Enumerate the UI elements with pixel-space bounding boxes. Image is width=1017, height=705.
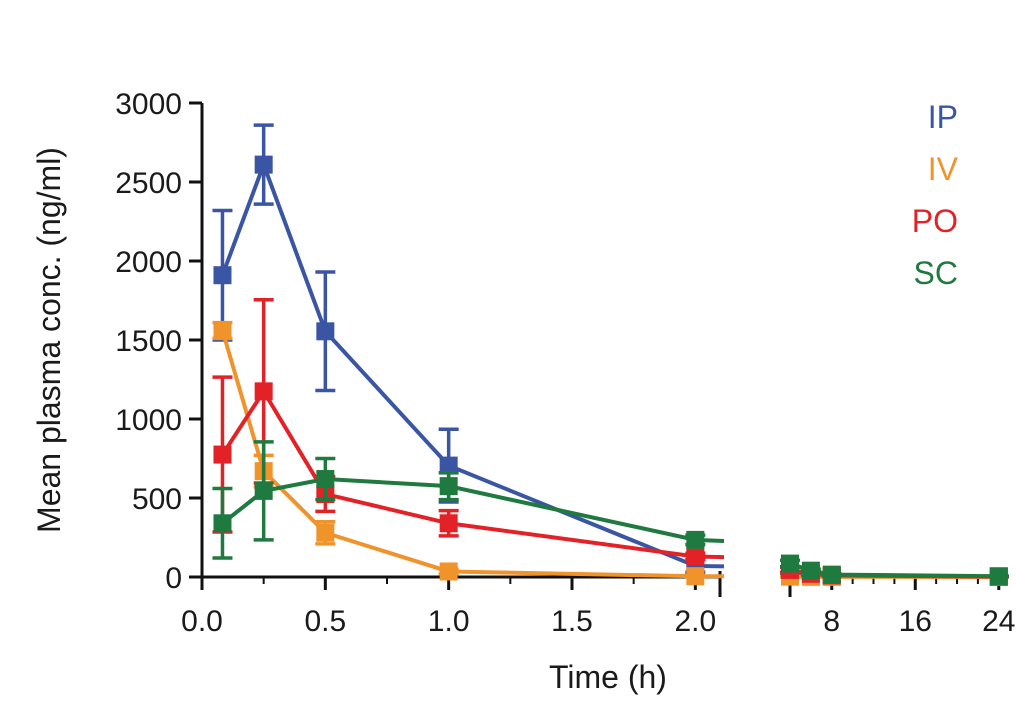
data-point-iv bbox=[213, 321, 232, 340]
y-tick-label: 2000 bbox=[115, 246, 182, 279]
data-point-ip bbox=[254, 155, 273, 174]
data-point-sc bbox=[989, 567, 1008, 586]
legend: IP IV PO SC bbox=[912, 99, 959, 291]
data-point-sc bbox=[781, 554, 799, 573]
x-tick-label: 0.5 bbox=[304, 605, 346, 638]
series-sc bbox=[212, 440, 1009, 586]
data-point-sc bbox=[316, 470, 335, 489]
y-axis-title: Mean plasma conc. (ng/ml) bbox=[31, 147, 67, 533]
x-tick-label: 24 bbox=[982, 605, 1015, 638]
series-layer bbox=[212, 123, 1009, 586]
data-point-iv bbox=[439, 562, 458, 581]
legend-item-iv: IV bbox=[928, 151, 959, 187]
y-tick-label: 1500 bbox=[115, 325, 182, 358]
series-line-iv bbox=[220, 329, 725, 579]
data-point-ip bbox=[439, 456, 458, 475]
data-point-po bbox=[686, 547, 705, 566]
y-tick-label: 0 bbox=[165, 562, 182, 595]
legend-item-ip: IP bbox=[928, 99, 958, 135]
data-point-sc bbox=[822, 565, 841, 584]
y-tick-label: 3000 bbox=[115, 88, 182, 121]
legend-item-sc: SC bbox=[914, 255, 958, 291]
data-point-sc bbox=[439, 477, 458, 496]
data-point-iv bbox=[686, 567, 705, 586]
series-line-sc bbox=[221, 477, 725, 544]
x-tick-label: 16 bbox=[899, 605, 932, 638]
data-point-sc bbox=[254, 481, 273, 500]
data-point-sc bbox=[213, 514, 232, 533]
x-tick-label: 0.0 bbox=[181, 605, 223, 638]
legend-item-po: PO bbox=[912, 203, 958, 239]
x-axis-title: Time (h) bbox=[549, 659, 667, 695]
data-point-sc bbox=[686, 530, 705, 549]
x-tick-label: 2.0 bbox=[674, 605, 716, 638]
series-line-sc bbox=[789, 561, 999, 579]
data-point-iv bbox=[316, 523, 335, 542]
y-tick-label: 1000 bbox=[115, 404, 182, 437]
data-point-ip bbox=[213, 266, 232, 285]
x-tick-label: 1.0 bbox=[428, 605, 470, 638]
data-point-po bbox=[439, 514, 458, 533]
data-point-po bbox=[213, 445, 232, 464]
y-tick-label: 500 bbox=[132, 483, 182, 516]
y-axis: 0 500 1000 1500 2000 2500 3000 bbox=[115, 88, 204, 595]
x-tick-label: 1.5 bbox=[551, 605, 593, 638]
series-ip bbox=[212, 123, 1009, 586]
y-tick-label: 2500 bbox=[115, 167, 182, 200]
data-point-sc bbox=[801, 561, 820, 580]
x-tick-label: 8 bbox=[823, 605, 840, 638]
data-point-po bbox=[254, 382, 273, 401]
data-point-ip bbox=[316, 322, 335, 341]
x-axis: 0.0 0.5 1.0 1.5 2.0 8 16 24 bbox=[181, 571, 1015, 638]
